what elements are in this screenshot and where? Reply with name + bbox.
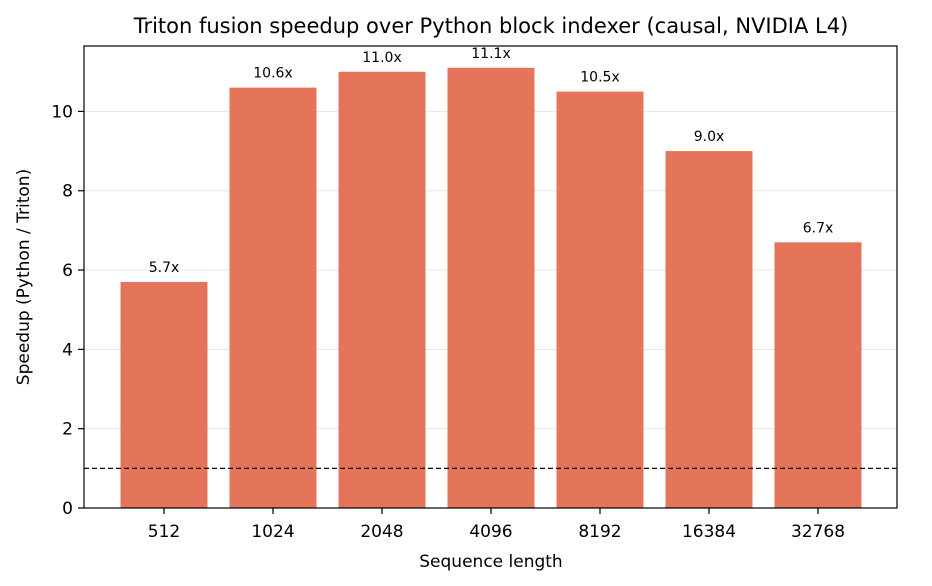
data-label: 11.1x xyxy=(471,46,510,62)
bar-512 xyxy=(120,281,208,508)
bar-1024 xyxy=(229,87,317,508)
y-axis-ticks: 0 2 4 6 8 10 xyxy=(51,102,84,519)
bar-2048 xyxy=(338,71,426,508)
data-labels: 5.7x 10.6x 11.0x 11.1x 10.5x 9.0x 6.7x xyxy=(149,46,834,276)
bar-32768 xyxy=(774,242,862,509)
x-tick-label: 512 xyxy=(148,522,180,542)
data-label: 10.6x xyxy=(253,66,292,82)
y-axis-label: Speedup (Python / Triton) xyxy=(14,169,34,385)
x-axis-label: Sequence length xyxy=(419,552,562,572)
bar-16384 xyxy=(665,151,753,508)
x-tick-label: 4096 xyxy=(469,522,512,542)
y-tick-label: 10 xyxy=(51,102,73,122)
x-tick-label: 16384 xyxy=(682,522,736,542)
data-label: 5.7x xyxy=(149,260,180,276)
bar-4096 xyxy=(447,67,535,508)
y-tick-label: 8 xyxy=(62,182,73,202)
chart-title: Triton fusion speedup over Python block … xyxy=(133,14,849,38)
y-tick-label: 0 xyxy=(62,499,73,519)
x-tick-label: 8192 xyxy=(578,522,621,542)
x-tick-label: 32768 xyxy=(791,522,845,542)
bar-8192 xyxy=(556,91,644,508)
bars xyxy=(120,67,862,509)
data-label: 10.5x xyxy=(580,70,619,86)
data-label: 6.7x xyxy=(803,220,834,236)
data-label: 11.0x xyxy=(362,50,401,66)
y-tick-label: 2 xyxy=(62,420,73,440)
y-tick-label: 6 xyxy=(62,261,73,281)
data-label: 9.0x xyxy=(694,129,725,145)
x-axis-ticks: 512 1024 2048 4096 8192 16384 32768 xyxy=(148,508,845,542)
x-tick-label: 2048 xyxy=(360,522,403,542)
y-tick-label: 4 xyxy=(62,340,73,360)
x-tick-label: 1024 xyxy=(251,522,294,542)
